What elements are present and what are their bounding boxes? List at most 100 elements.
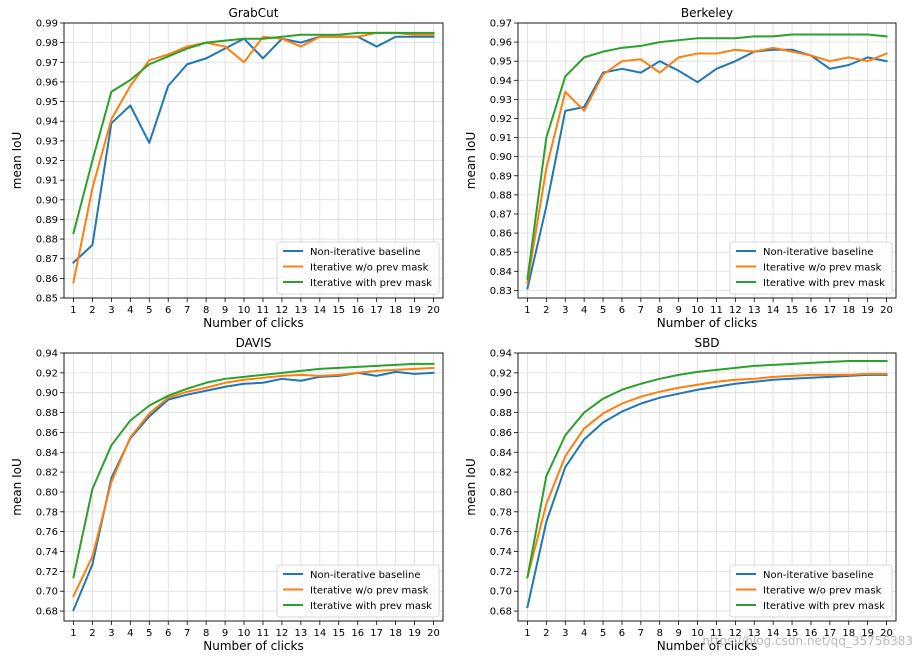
x-tick-label: 19 xyxy=(861,628,874,639)
y-tick-label: 0.92 xyxy=(490,114,512,125)
legend-entry: Non-iterative baseline xyxy=(763,570,873,581)
y-tick-label: 0.87 xyxy=(490,209,512,220)
legend-entry: Iterative with prev mask xyxy=(763,601,885,612)
x-tick-label: 4 xyxy=(127,305,133,316)
x-tick-label: 19 xyxy=(861,305,874,316)
legend-box xyxy=(729,564,893,618)
series-line-non-iterative-baseline xyxy=(526,48,888,290)
x-tick-label: 20 xyxy=(880,305,893,316)
y-tick-label: 0.94 xyxy=(36,349,58,360)
y-tick-label: 0.86 xyxy=(490,229,512,240)
y-tick-label: 0.86 xyxy=(36,274,58,285)
y-tick-label: 0.84 xyxy=(490,448,512,459)
y-tick-label: 0.87 xyxy=(36,254,58,265)
x-tick-label: 5 xyxy=(146,305,152,316)
series-line-iterative-with-prev-mask xyxy=(526,33,888,281)
x-tick-label: 7 xyxy=(184,305,190,316)
series-line-iterative-with-prev-mask xyxy=(72,362,435,579)
x-tick-label: 5 xyxy=(146,628,152,639)
x-tick-label: 17 xyxy=(823,628,836,639)
legend-entry: Non-iterative baseline xyxy=(310,247,420,258)
watermark: https://blog.csdn.net/qq_35756383 xyxy=(702,634,913,648)
x-tick-label: 8 xyxy=(657,305,663,316)
x-tick-label: 12 xyxy=(729,305,742,316)
y-tick-label: 0.99 xyxy=(36,19,58,30)
x-tick-label: 19 xyxy=(408,628,421,639)
x-tick-label: 9 xyxy=(675,305,681,316)
x-tick-label: 1 xyxy=(70,628,76,639)
x-tick-label: 8 xyxy=(203,628,209,639)
series-line-iterative-with-prev-mask xyxy=(526,359,888,579)
x-tick-label: 6 xyxy=(165,628,171,639)
chart-title: Berkeley xyxy=(681,6,733,20)
y-tick-label: 0.80 xyxy=(490,487,512,498)
y-tick-label: 0.96 xyxy=(36,77,58,88)
y-axis-label: mean IoU xyxy=(10,132,24,190)
x-tick-label: 13 xyxy=(748,305,761,316)
x-tick-label: 2 xyxy=(89,628,95,639)
x-tick-label: 8 xyxy=(203,305,209,316)
y-tick-label: 0.90 xyxy=(490,152,512,163)
x-tick-label: 13 xyxy=(295,628,308,639)
y-tick-label: 0.95 xyxy=(36,97,58,108)
x-tick-label: 10 xyxy=(691,305,704,316)
x-tick-label: 1 xyxy=(70,305,76,316)
y-tick-label: 0.93 xyxy=(36,136,58,147)
y-tick-label: 0.84 xyxy=(490,267,512,278)
y-tick-label: 0.86 xyxy=(36,428,58,439)
y-tick-label: 0.80 xyxy=(36,487,58,498)
x-tick-label: 4 xyxy=(581,305,587,316)
y-tick-label: 0.95 xyxy=(490,57,512,68)
y-tick-label: 0.97 xyxy=(36,58,58,69)
legend-entry: Iterative with prev mask xyxy=(310,278,432,289)
x-tick-label: 15 xyxy=(332,305,345,316)
legend-entry: Iterative w/o prev mask xyxy=(310,262,429,273)
x-tick-label: 16 xyxy=(805,628,818,639)
x-tick-label: 12 xyxy=(276,305,289,316)
legend-entry: Iterative w/o prev mask xyxy=(310,585,429,596)
x-tick-label: 19 xyxy=(408,305,421,316)
series-line-non-iterative-baseline xyxy=(526,373,888,609)
x-tick-label: 18 xyxy=(389,628,402,639)
y-axis-label: mean IoU xyxy=(464,458,478,516)
x-tick-label: 20 xyxy=(427,305,440,316)
x-tick-label: 13 xyxy=(295,305,308,316)
x-axis-label: Number of clicks xyxy=(657,639,757,653)
y-tick-label: 0.84 xyxy=(36,448,58,459)
x-tick-label: 3 xyxy=(562,305,568,316)
x-tick-label: 5 xyxy=(600,305,606,316)
x-tick-label: 10 xyxy=(238,628,251,639)
legend-entry: Iterative w/o prev mask xyxy=(763,585,882,596)
y-tick-label: 0.98 xyxy=(36,38,58,49)
axes-frame xyxy=(517,22,897,299)
x-axis-label: Number of clicks xyxy=(203,639,303,653)
legend-entry: Non-iterative baseline xyxy=(763,247,873,258)
x-tick-label: 14 xyxy=(313,628,326,639)
axes-frame xyxy=(63,22,444,299)
series-line-iterative-w-o-prev-mask xyxy=(526,372,888,579)
y-tick-label: 0.92 xyxy=(36,156,58,167)
y-tick-label: 0.88 xyxy=(36,235,58,246)
y-axis-label: mean IoU xyxy=(10,458,24,516)
x-tick-label: 16 xyxy=(805,305,818,316)
y-tick-label: 0.96 xyxy=(490,38,512,49)
y-tick-label: 0.94 xyxy=(490,76,512,87)
series-line-iterative-w-o-prev-mask xyxy=(526,46,888,284)
x-tick-label: 9 xyxy=(222,628,228,639)
x-tick-label: 20 xyxy=(427,628,440,639)
x-tick-label: 11 xyxy=(710,305,723,316)
y-tick-label: 0.94 xyxy=(36,117,58,128)
y-tick-label: 0.91 xyxy=(36,176,58,187)
x-tick-label: 17 xyxy=(823,305,836,316)
y-tick-label: 0.82 xyxy=(490,468,512,479)
axes-frame xyxy=(517,352,897,622)
y-tick-label: 0.92 xyxy=(490,368,512,379)
x-tick-label: 7 xyxy=(638,305,644,316)
y-tick-label: 0.90 xyxy=(36,195,58,206)
y-tick-label: 0.68 xyxy=(490,607,512,618)
y-tick-label: 0.89 xyxy=(36,215,58,226)
y-tick-label: 0.85 xyxy=(490,248,512,259)
y-tick-label: 0.72 xyxy=(490,567,512,578)
x-tick-label: 2 xyxy=(543,305,549,316)
x-tick-label: 1 xyxy=(524,305,530,316)
